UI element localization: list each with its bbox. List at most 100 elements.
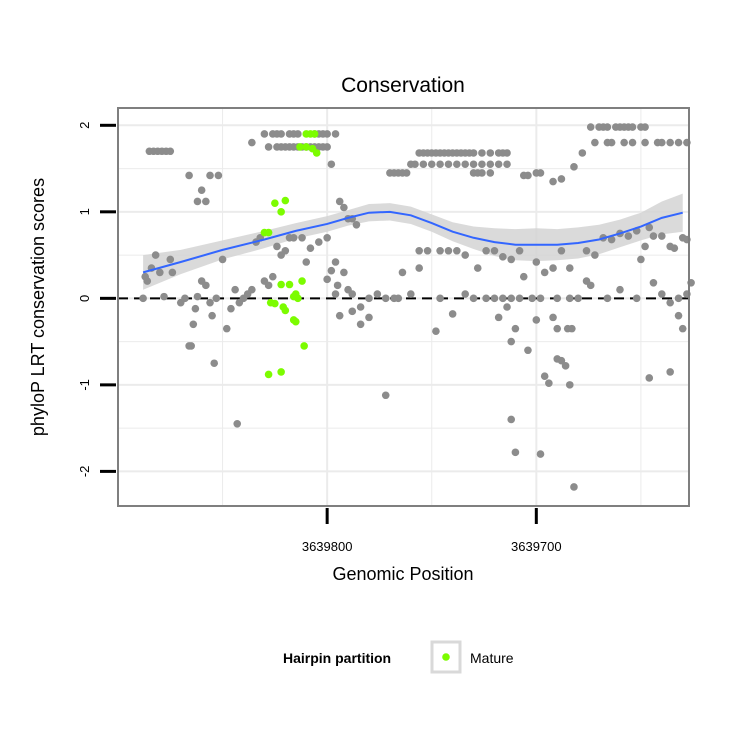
data-point	[603, 294, 612, 303]
data-point	[398, 268, 407, 277]
data-point	[553, 324, 562, 333]
data-point	[591, 251, 599, 259]
data-point	[524, 346, 532, 355]
data-point	[181, 294, 189, 303]
data-point	[469, 160, 478, 169]
data-point	[415, 264, 423, 272]
data-point-mature	[264, 228, 273, 237]
plot-panel	[117, 107, 695, 507]
data-point	[298, 233, 306, 242]
data-point	[540, 372, 549, 381]
legend: Hairpin partition Mature	[283, 640, 514, 674]
data-point	[515, 294, 524, 303]
data-point	[645, 374, 654, 382]
data-point	[156, 268, 164, 277]
data-point	[553, 294, 562, 303]
data-point	[306, 244, 315, 252]
data-point-mature	[281, 306, 290, 315]
data-point-mature	[298, 277, 306, 285]
data-point	[314, 238, 323, 246]
data-point	[603, 123, 612, 131]
data-point	[444, 246, 453, 255]
data-point	[461, 160, 470, 169]
data-point	[411, 160, 419, 169]
data-point	[335, 197, 344, 206]
data-point	[507, 294, 516, 303]
data-point-mature	[310, 130, 319, 138]
data-point	[210, 359, 219, 368]
data-point	[524, 171, 532, 180]
data-point	[222, 324, 231, 333]
x-tick-label: 3639800	[302, 539, 353, 554]
data-point	[607, 138, 616, 147]
data-point	[197, 186, 206, 194]
data-point	[248, 138, 256, 147]
data-point	[231, 285, 239, 294]
data-point-mature	[300, 342, 308, 350]
data-point	[427, 160, 436, 169]
y-tick-label: 0	[77, 295, 92, 302]
data-point	[191, 304, 200, 313]
data-point	[373, 290, 382, 298]
data-point	[536, 169, 545, 177]
data-point	[340, 203, 348, 212]
data-point	[289, 233, 298, 242]
data-point	[578, 149, 587, 157]
data-point	[331, 258, 340, 266]
data-point	[478, 169, 486, 177]
data-point	[666, 298, 674, 307]
confidence-band	[143, 193, 683, 290]
data-point	[515, 246, 524, 255]
panel-border	[117, 107, 690, 507]
data-point	[503, 149, 511, 157]
panel-background	[118, 108, 689, 506]
data-point	[486, 149, 495, 157]
x-axis: 3639800 3639700	[302, 508, 562, 554]
data-point	[365, 313, 373, 322]
data-point	[565, 264, 574, 272]
data-point	[620, 138, 628, 147]
data-point	[549, 177, 557, 186]
data-point	[260, 130, 269, 138]
data-point	[151, 251, 160, 259]
data-point	[323, 143, 331, 151]
smooth-fit-line	[142, 210, 683, 274]
data-point-mature	[271, 199, 279, 207]
data-point	[473, 264, 482, 272]
data-point	[402, 169, 411, 177]
data-point	[670, 244, 679, 252]
data-point	[185, 171, 193, 180]
data-point	[641, 242, 649, 251]
data-point	[532, 258, 541, 266]
data-point	[453, 160, 461, 169]
data-point	[674, 311, 683, 320]
data-point	[323, 130, 331, 138]
data-point	[189, 320, 198, 329]
data-point	[482, 246, 490, 255]
y-tick-label: -2	[77, 466, 92, 478]
data-point	[160, 292, 168, 301]
data-point	[356, 303, 365, 311]
gray-points	[139, 123, 695, 491]
data-point-mature	[271, 299, 279, 308]
data-point	[494, 160, 503, 169]
data-point	[331, 290, 340, 298]
mature-points	[260, 130, 321, 379]
data-point	[511, 448, 520, 457]
data-point	[166, 147, 175, 156]
data-point	[187, 342, 196, 350]
data-point-mature	[296, 143, 304, 151]
data-point	[193, 197, 202, 206]
data-point	[507, 415, 516, 424]
data-point-mature	[302, 143, 311, 151]
data-point	[482, 294, 490, 303]
data-point-mature	[312, 149, 321, 157]
legend-key-box	[430, 640, 462, 674]
data-point-mature	[264, 370, 273, 379]
y-tick-label: 2	[77, 122, 92, 129]
data-point	[214, 171, 223, 180]
data-point	[294, 130, 302, 138]
data-point	[540, 268, 549, 277]
data-point	[206, 298, 214, 307]
data-point	[264, 281, 273, 290]
